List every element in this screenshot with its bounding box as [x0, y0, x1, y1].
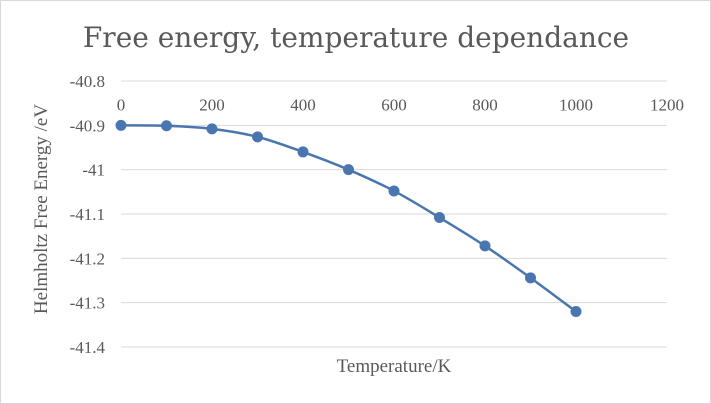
data-point [161, 120, 172, 132]
series-line [120, 124, 577, 313]
x-tick-label: 400 [290, 95, 316, 114]
y-tick-label: -41.1 [70, 205, 105, 224]
y-tick-labels: -40.8 -40.9 -41 -41.1 -41.2 -41.3 -41.4 [70, 72, 106, 357]
data-point [115, 119, 127, 131]
data-point [297, 146, 309, 158]
x-axis-label: Temperature/K [337, 356, 452, 377]
data-point [479, 240, 491, 252]
y-tick-label: -41.4 [70, 338, 106, 357]
data-points [115, 119, 582, 318]
x-tick-label: 800 [472, 95, 498, 114]
y-tick-label: -41 [82, 161, 105, 180]
data-point [525, 272, 536, 284]
x-tick-label: 0 [117, 95, 126, 114]
x-tick-label: 1200 [650, 95, 684, 114]
x-tick-label: 600 [381, 95, 407, 114]
y-tick-label: -40.9 [70, 116, 105, 135]
data-point [206, 123, 218, 135]
chart-title: Free energy, temperature dependance [83, 21, 629, 54]
x-tick-label: 1000 [559, 95, 593, 114]
x-tick-labels: 0 200 400 600 800 1000 1200 [117, 95, 684, 114]
y-tick-label: -41.3 [70, 294, 105, 313]
x-tick-label: 200 [199, 95, 225, 114]
data-point [252, 131, 263, 143]
y-tick-label: -40.8 [70, 72, 105, 91]
data-point [570, 306, 582, 318]
data-point [343, 164, 354, 176]
gridlines [121, 80, 667, 348]
y-axis-label: Helmholtz Free Energy /eV [31, 104, 52, 314]
data-point [388, 185, 400, 197]
data-point [434, 212, 445, 224]
y-tick-label: -41.2 [70, 249, 105, 268]
